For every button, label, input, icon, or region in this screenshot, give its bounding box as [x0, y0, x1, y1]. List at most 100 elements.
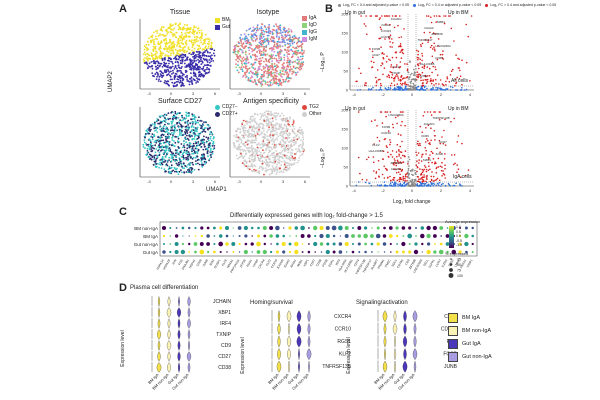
umap-antigen-title: Antigen specificity [242, 98, 300, 105]
volcano-bottom-corner: IgA cells [453, 174, 472, 180]
umap-point [288, 164, 291, 167]
umap-point [268, 173, 271, 176]
umap-point [151, 36, 153, 39]
dotplot-dot [421, 251, 423, 253]
dotplot-dot [181, 242, 185, 246]
volcano-point [436, 74, 439, 76]
umap-point [249, 126, 251, 129]
dotplot-dot [344, 233, 349, 239]
umap-point [166, 152, 169, 155]
umap-point [270, 172, 272, 175]
umap-point [300, 46, 303, 48]
umap-point [201, 154, 203, 156]
umap-point [268, 74, 271, 76]
umap-point [212, 52, 215, 55]
volcano-point [432, 65, 434, 68]
umap-point [184, 126, 187, 128]
dotplot-dot [314, 251, 316, 253]
volcano-point [414, 78, 417, 81]
umap-point [164, 69, 166, 72]
dotplot-gene-label: IGHA1 [289, 258, 297, 268]
umap-point [254, 53, 256, 56]
umap-point [152, 50, 155, 52]
umap-point [188, 153, 191, 156]
umap-point [154, 165, 157, 168]
umap-point [254, 127, 257, 129]
volcano-point [449, 74, 452, 76]
volcano-point [392, 162, 394, 165]
umap-point [271, 152, 273, 155]
umap-point [207, 47, 209, 49]
umap-point [278, 36, 281, 38]
volcano-point [404, 63, 406, 65]
umap-point [176, 78, 179, 81]
umap-point [207, 124, 210, 127]
umap-point [157, 41, 160, 43]
volcano-point [430, 114, 433, 116]
umap-point [294, 71, 297, 74]
umap-point [181, 66, 183, 68]
volcano-point [419, 44, 422, 46]
umap-point [172, 115, 174, 118]
volcano-point [413, 88, 416, 91]
dotplot-dot [408, 226, 412, 230]
volcano-point [460, 176, 462, 178]
umap-point [271, 49, 273, 52]
umap-point [245, 152, 247, 155]
umap-point [174, 159, 176, 162]
umap-point [186, 78, 188, 80]
umap-point [269, 154, 272, 157]
panel-a-letter: A [119, 3, 127, 15]
umap-point [294, 159, 296, 162]
volcano-point [399, 145, 401, 148]
umap-point [196, 147, 198, 150]
umap-point [176, 60, 179, 63]
umap-point [192, 78, 195, 80]
umap-point [149, 135, 152, 138]
umap-point [239, 128, 241, 131]
volcano-point [434, 135, 436, 137]
umap-point [193, 60, 196, 63]
umap-point [296, 138, 299, 141]
umap-point [233, 144, 235, 146]
umap-point [263, 38, 266, 40]
umap-point [272, 135, 274, 138]
umap-point [178, 56, 181, 59]
umap-point [191, 82, 194, 85]
dotplot-gene-label: SLAMF7 [370, 258, 379, 270]
umap-point [142, 53, 145, 56]
umap-point [259, 81, 262, 84]
volcano-point [389, 84, 392, 87]
umap-point [155, 52, 157, 55]
umap-point [172, 158, 175, 161]
dotplot-dot [319, 225, 324, 231]
volcano-point [400, 162, 403, 164]
umap-point [190, 53, 193, 56]
volcano-point [367, 156, 370, 159]
volcano-point [431, 88, 433, 91]
umap-point [149, 157, 152, 160]
umap-point [240, 140, 243, 142]
umap-point [294, 60, 297, 63]
dotplot-dot [364, 226, 368, 230]
umap-point [271, 117, 274, 120]
umap-point [167, 68, 169, 71]
volcano-point [391, 15, 394, 17]
umap-point [194, 115, 196, 118]
volcano-gene-label: KLF2 [372, 143, 380, 147]
umap-point [159, 70, 162, 73]
umap-point [149, 141, 152, 144]
umap-point [282, 143, 285, 146]
umap-point [289, 132, 292, 135]
volcano-point [448, 81, 451, 83]
umap-point [299, 55, 302, 58]
umap-point [281, 70, 284, 73]
dotplot-dot [426, 225, 431, 231]
umap-cd27-title: Surface CD27 [158, 98, 202, 105]
umap-point [200, 56, 203, 59]
volcano-point [438, 184, 440, 187]
umap-point [185, 149, 188, 152]
umap-point [148, 37, 150, 40]
umap-tissue-plot: -3 0 3 6 [139, 19, 220, 96]
volcano-point [395, 15, 397, 17]
